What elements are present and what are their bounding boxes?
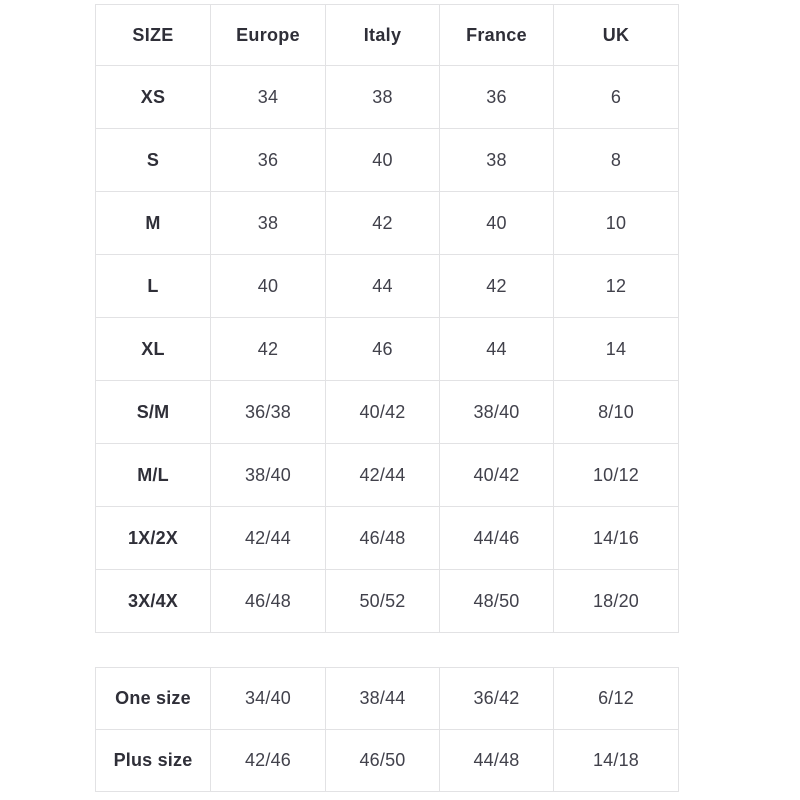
size-value-cell: 44 bbox=[439, 317, 554, 381]
size-value-cell: 18/20 bbox=[553, 569, 679, 633]
size-value-cell: 36/38 bbox=[210, 380, 326, 444]
size-table-body: XS 34 38 36 6 S 36 40 38 8 M 38 42 40 10 L 40 44 42 12 XL 42 4… bbox=[95, 65, 679, 633]
size-value-cell: 38/44 bbox=[325, 667, 440, 730]
table-row: 1X/2X 42/44 46/48 44/46 14/16 bbox=[95, 506, 679, 570]
special-sizes-table: One size 34/40 38/44 36/42 6/12 Plus size 42/4… bbox=[95, 667, 679, 792]
size-conversion-table: SIZE Europe Italy France UK XS 34 38 36 6 S 36… bbox=[95, 4, 679, 633]
size-value-cell: 10/12 bbox=[553, 443, 679, 507]
table-row: S 36 40 38 8 bbox=[95, 128, 679, 192]
table-row: 3X/4X 46/48 50/52 48/50 18/20 bbox=[95, 569, 679, 633]
special-sizes-table-body: One size 34/40 38/44 36/42 6/12 Plus size 42/4… bbox=[95, 667, 679, 792]
size-value-cell: 38 bbox=[439, 128, 554, 192]
size-label-cell: S/M bbox=[95, 380, 211, 444]
size-label-cell: One size bbox=[95, 667, 211, 730]
size-value-cell: 34 bbox=[210, 65, 326, 129]
size-label-cell: XL bbox=[95, 317, 211, 381]
header-row: SIZE Europe Italy France UK bbox=[95, 4, 679, 66]
size-value-cell: 42 bbox=[439, 254, 554, 318]
size-value-cell: 38 bbox=[210, 191, 326, 255]
size-value-cell: 10 bbox=[553, 191, 679, 255]
size-value-cell: 44 bbox=[325, 254, 440, 318]
size-value-cell: 40 bbox=[210, 254, 326, 318]
size-value-cell: 14/16 bbox=[553, 506, 679, 570]
table-row: One size 34/40 38/44 36/42 6/12 bbox=[95, 667, 679, 730]
size-value-cell: 36/42 bbox=[439, 667, 554, 730]
size-value-cell: 40 bbox=[439, 191, 554, 255]
size-value-cell: 8 bbox=[553, 128, 679, 192]
size-value-cell: 38/40 bbox=[210, 443, 326, 507]
table-row: S/M 36/38 40/42 38/40 8/10 bbox=[95, 380, 679, 444]
size-value-cell: 38 bbox=[325, 65, 440, 129]
table-row: XL 42 46 44 14 bbox=[95, 317, 679, 381]
header-cell-france: France bbox=[439, 4, 554, 66]
header-cell-uk: UK bbox=[553, 4, 679, 66]
size-value-cell: 36 bbox=[439, 65, 554, 129]
size-value-cell: 44/48 bbox=[439, 729, 554, 792]
table-row: M 38 42 40 10 bbox=[95, 191, 679, 255]
size-value-cell: 34/40 bbox=[210, 667, 326, 730]
size-value-cell: 42/46 bbox=[210, 729, 326, 792]
header-cell-italy: Italy bbox=[325, 4, 440, 66]
size-value-cell: 8/10 bbox=[553, 380, 679, 444]
size-value-cell: 6/12 bbox=[553, 667, 679, 730]
size-table-header: SIZE Europe Italy France UK bbox=[95, 4, 679, 66]
size-value-cell: 14 bbox=[553, 317, 679, 381]
size-value-cell: 42/44 bbox=[325, 443, 440, 507]
size-value-cell: 46/48 bbox=[325, 506, 440, 570]
size-value-cell: 46/48 bbox=[210, 569, 326, 633]
size-value-cell: 40/42 bbox=[439, 443, 554, 507]
size-value-cell: 40 bbox=[325, 128, 440, 192]
table-row: M/L 38/40 42/44 40/42 10/12 bbox=[95, 443, 679, 507]
size-label-cell: 3X/4X bbox=[95, 569, 211, 633]
size-value-cell: 48/50 bbox=[439, 569, 554, 633]
size-value-cell: 40/42 bbox=[325, 380, 440, 444]
size-value-cell: 44/46 bbox=[439, 506, 554, 570]
size-value-cell: 42 bbox=[210, 317, 326, 381]
table-row: XS 34 38 36 6 bbox=[95, 65, 679, 129]
size-value-cell: 6 bbox=[553, 65, 679, 129]
size-value-cell: 42/44 bbox=[210, 506, 326, 570]
size-value-cell: 12 bbox=[553, 254, 679, 318]
size-label-cell: Plus size bbox=[95, 729, 211, 792]
size-value-cell: 14/18 bbox=[553, 729, 679, 792]
header-cell-europe: Europe bbox=[210, 4, 326, 66]
size-value-cell: 38/40 bbox=[439, 380, 554, 444]
size-label-cell: M/L bbox=[95, 443, 211, 507]
size-value-cell: 46 bbox=[325, 317, 440, 381]
size-value-cell: 42 bbox=[325, 191, 440, 255]
size-value-cell: 46/50 bbox=[325, 729, 440, 792]
size-label-cell: S bbox=[95, 128, 211, 192]
size-label-cell: L bbox=[95, 254, 211, 318]
table-row: Plus size 42/46 46/50 44/48 14/18 bbox=[95, 729, 679, 792]
size-value-cell: 50/52 bbox=[325, 569, 440, 633]
table-row: L 40 44 42 12 bbox=[95, 254, 679, 318]
header-cell-size: SIZE bbox=[95, 4, 211, 66]
size-label-cell: XS bbox=[95, 65, 211, 129]
size-value-cell: 36 bbox=[210, 128, 326, 192]
size-label-cell: M bbox=[95, 191, 211, 255]
size-label-cell: 1X/2X bbox=[95, 506, 211, 570]
